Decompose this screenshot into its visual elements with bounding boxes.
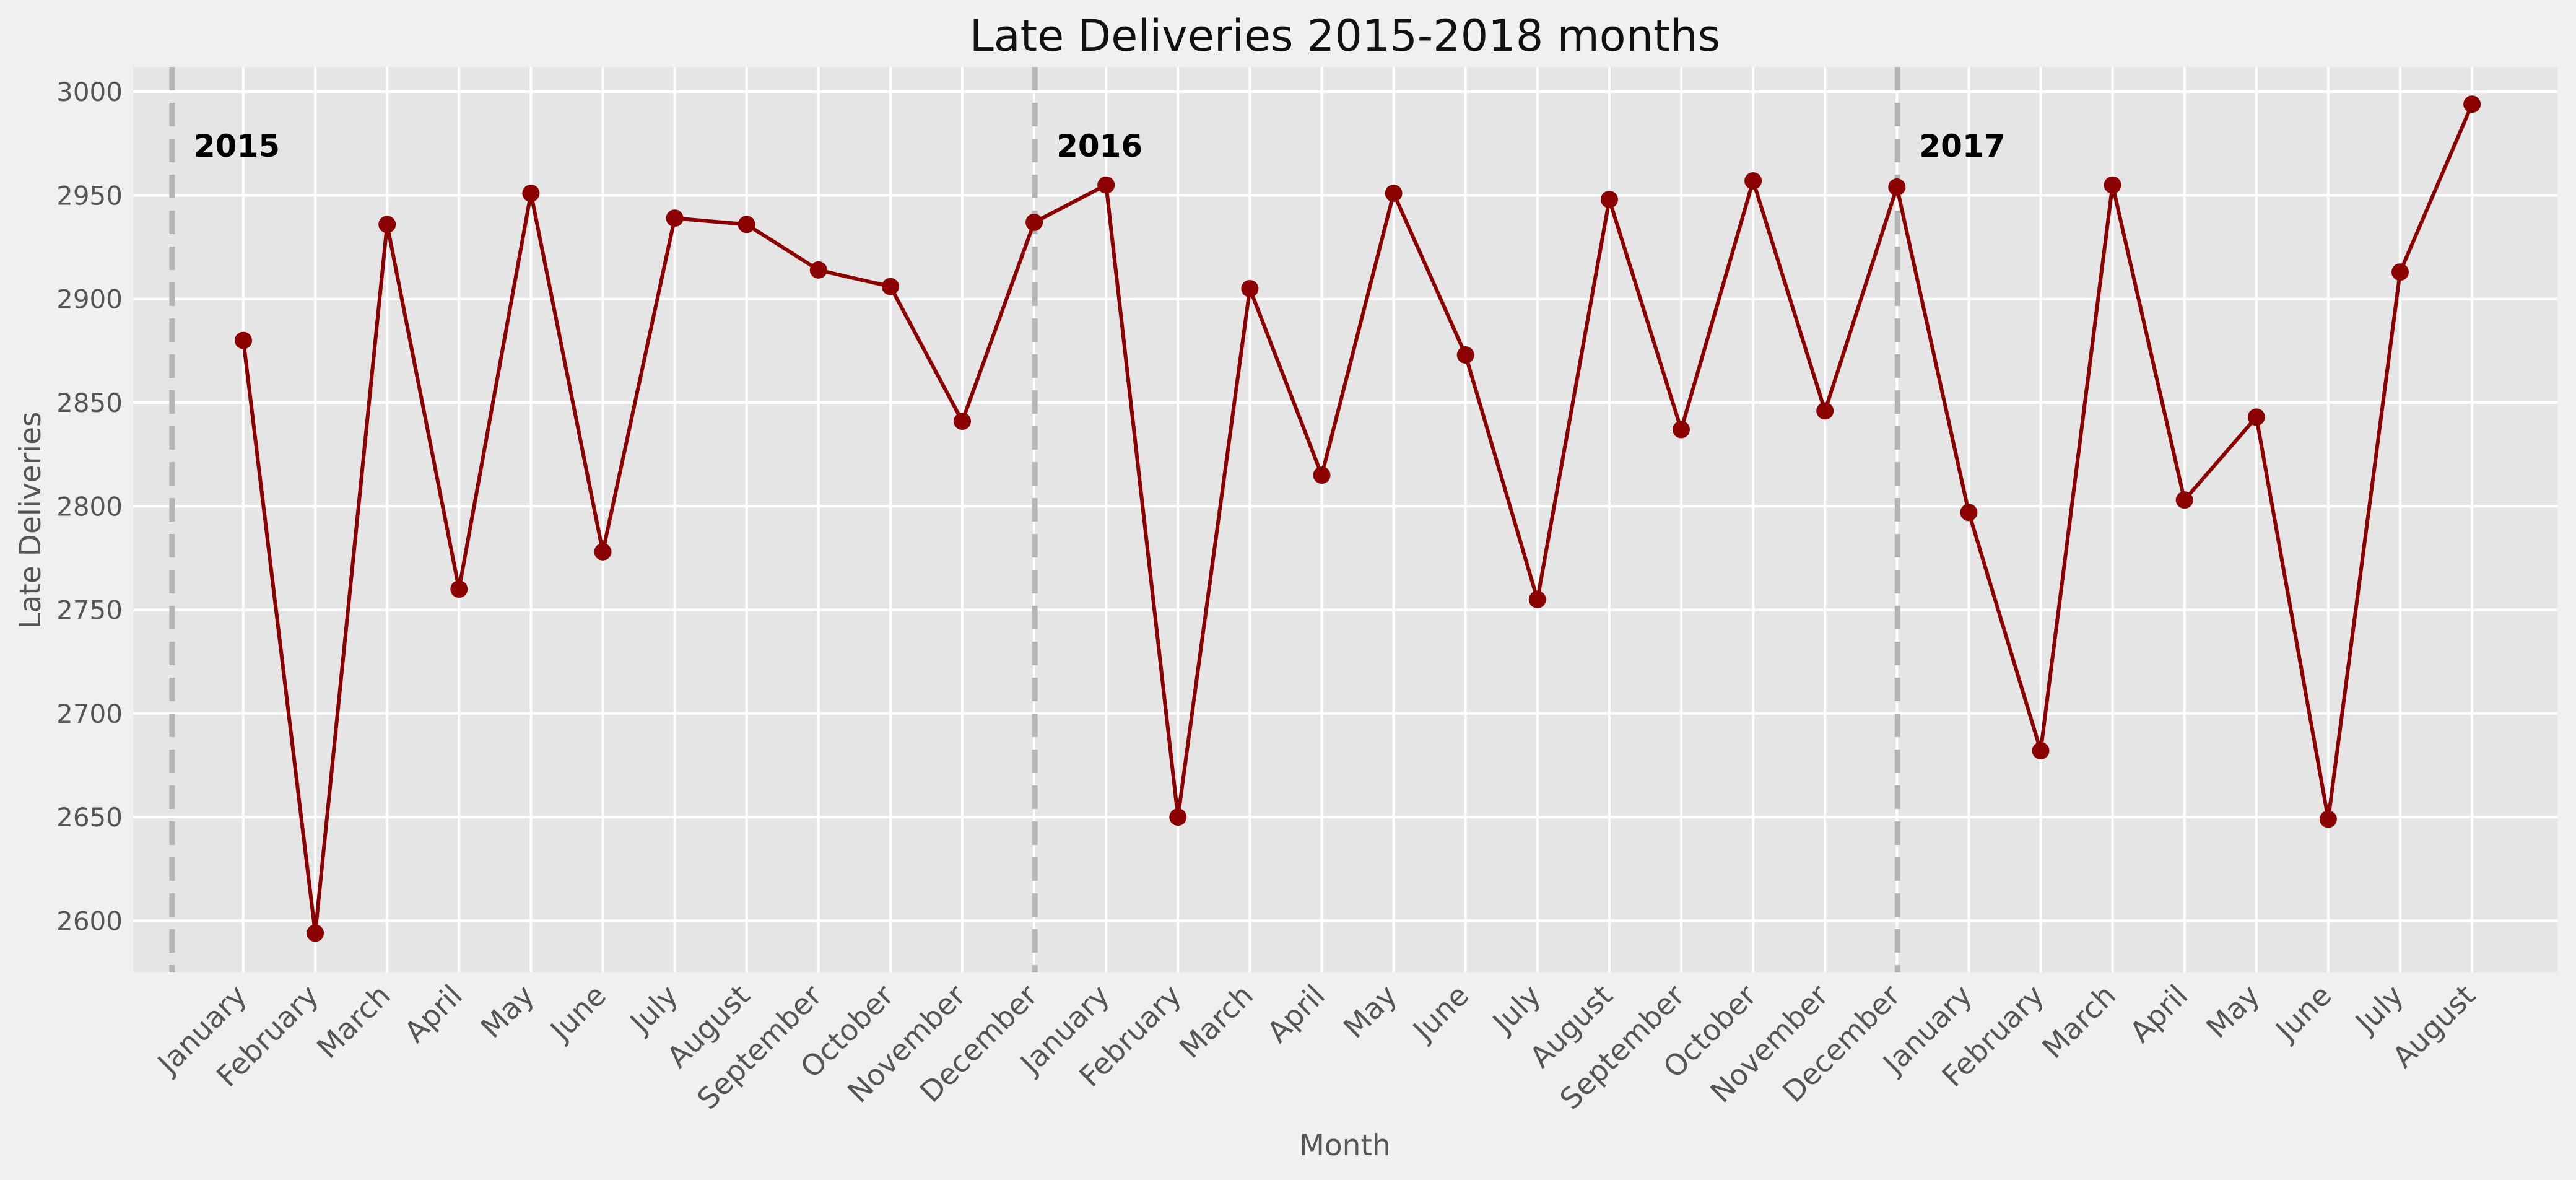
data-point — [378, 216, 396, 234]
y-tick-label: 2650 — [56, 802, 123, 833]
data-point — [1960, 504, 1978, 522]
data-point — [2104, 176, 2121, 194]
year-label: 2017 — [1919, 128, 2005, 164]
data-point — [2247, 408, 2265, 426]
x-axis-label: Month — [1299, 1129, 1390, 1163]
y-tick-label: 3000 — [56, 77, 123, 107]
y-tick-label: 2750 — [56, 595, 123, 626]
data-point — [1816, 402, 1834, 420]
y-tick-label: 2800 — [56, 491, 123, 522]
data-point — [1169, 808, 1187, 826]
data-point — [881, 278, 899, 295]
data-point — [522, 185, 540, 203]
y-tick-label: 2850 — [56, 388, 123, 418]
data-point — [1385, 185, 1403, 203]
data-point — [594, 543, 612, 561]
chart-title: Late Deliveries 2015-2018 months — [970, 11, 1721, 61]
year-label: 2015 — [194, 128, 280, 164]
y-tick-labels: 2600 2650 2700 2750 2800 2850 2900 2950 3000 — [56, 77, 123, 936]
data-point — [1528, 590, 1546, 608]
data-point — [1600, 191, 1618, 209]
data-point — [1888, 178, 1906, 196]
data-point — [1025, 213, 1043, 231]
data-point — [1241, 279, 1259, 297]
data-points — [235, 95, 2481, 942]
y-axis-label: Late Deliveries — [14, 411, 48, 629]
data-point — [809, 261, 827, 279]
data-point — [666, 209, 684, 227]
data-point — [1744, 172, 1762, 190]
year-annotations: 2015 2016 2017 — [194, 128, 2006, 164]
plot-area — [133, 67, 2557, 972]
data-point — [307, 924, 324, 942]
series-line — [242, 103, 2474, 935]
data-point — [2032, 742, 2050, 760]
series-line-group — [242, 103, 2474, 935]
data-point — [450, 580, 468, 598]
data-point — [1673, 421, 1690, 439]
data-point — [954, 413, 971, 430]
data-point — [2319, 810, 2337, 828]
y-tick-label: 2950 — [56, 180, 123, 211]
data-point — [1097, 176, 1115, 194]
data-point — [235, 331, 252, 349]
data-point — [2391, 263, 2409, 281]
data-point — [738, 216, 755, 234]
y-tick-label: 2700 — [56, 699, 123, 729]
data-point — [2463, 95, 2481, 113]
data-point — [1456, 346, 1474, 364]
data-point — [1313, 466, 1331, 484]
y-tick-label: 2600 — [56, 906, 123, 936]
year-label: 2016 — [1056, 128, 1142, 164]
y-tick-label: 2900 — [56, 284, 123, 315]
data-point — [2175, 491, 2193, 509]
